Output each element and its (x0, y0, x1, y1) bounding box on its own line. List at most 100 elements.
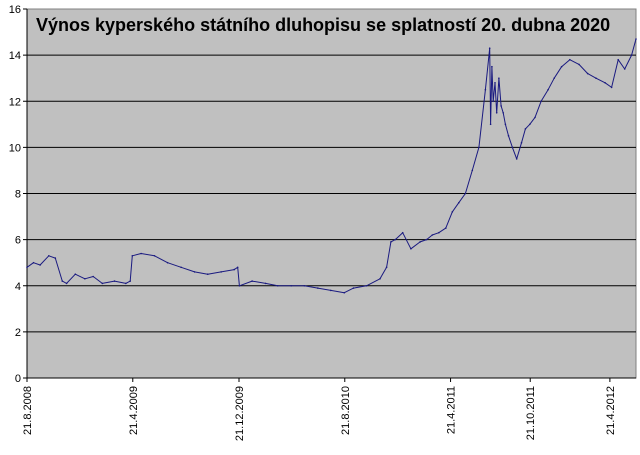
data-point (492, 100, 495, 103)
data-point (489, 123, 492, 126)
data-point (495, 112, 498, 114)
y-tick-label: 16 (9, 4, 21, 16)
data-point (511, 146, 514, 149)
x-tick-label: 21.4.2012 (605, 386, 617, 435)
data-point (610, 86, 613, 89)
x-tick-label: 21.4.2009 (128, 386, 140, 435)
data-point (236, 266, 239, 269)
data-point (251, 280, 253, 282)
data-point (401, 231, 404, 234)
gridlines (27, 54, 636, 333)
data-point (515, 158, 518, 160)
data-point (264, 282, 267, 285)
data-point (438, 231, 440, 234)
data-point (630, 54, 633, 56)
data-point (394, 238, 397, 241)
data-point (317, 287, 319, 289)
data-point (74, 273, 77, 276)
data-point (451, 211, 454, 213)
y-tick-label: 14 (9, 50, 21, 62)
data-point (365, 285, 368, 287)
data-point (507, 135, 510, 137)
data-point (623, 68, 626, 70)
x-tick-label: 21.4.2011 (446, 386, 458, 434)
data-point (180, 266, 182, 269)
data-point (61, 280, 64, 282)
y-tick-label: 8 (15, 189, 21, 201)
y-axis-tick-labels: 0 2 4 6 8 10 12 14 16 (9, 4, 21, 385)
data-point (604, 82, 606, 84)
data-point (84, 278, 86, 280)
data-point (464, 192, 467, 195)
y-tick-label: 6 (15, 235, 21, 247)
data-point (488, 47, 491, 49)
data-point (131, 255, 134, 257)
data-point (385, 266, 388, 269)
data-point (478, 146, 480, 149)
data-point (343, 291, 346, 294)
y-tick-label: 12 (9, 96, 21, 108)
series-layer (26, 38, 637, 294)
data-point (484, 88, 487, 91)
data-point (500, 105, 502, 107)
data-point (233, 268, 235, 271)
data-point (534, 116, 536, 119)
data-point (276, 285, 279, 287)
data-point (32, 261, 35, 264)
data-point (290, 285, 293, 287)
data-point (129, 280, 131, 282)
data-point (410, 248, 412, 250)
data-point (617, 58, 619, 61)
data-point (425, 238, 428, 241)
data-point (238, 285, 241, 287)
data-point (560, 65, 563, 68)
data-point (578, 63, 580, 66)
y-tick-label: 10 (9, 142, 21, 154)
data-point (524, 128, 527, 130)
data-point (569, 58, 571, 61)
data-point (504, 123, 507, 126)
data-point (491, 65, 493, 68)
y-tick-label: 2 (15, 327, 21, 339)
data-point (635, 38, 637, 40)
data-point (379, 278, 381, 280)
axes (23, 8, 636, 382)
data-point (65, 282, 68, 285)
data-point (125, 282, 127, 285)
data-point (303, 285, 306, 287)
chart-title: Výnos kyperského státního dluhopisu se s… (36, 15, 610, 35)
data-point (498, 77, 500, 79)
data-point (390, 241, 392, 243)
data-point (113, 280, 116, 282)
data-point (54, 257, 57, 259)
data-point (26, 266, 28, 269)
data-point (153, 255, 156, 257)
data-point (595, 77, 597, 79)
data-point (502, 112, 505, 114)
y-tick-label: 4 (15, 281, 21, 293)
data-point (101, 282, 104, 285)
data-point (330, 289, 332, 292)
data-point (494, 82, 496, 84)
data-point (553, 77, 555, 79)
data-point (48, 255, 50, 257)
data-point (540, 100, 542, 103)
x-tick-label: 21.8.2008 (22, 386, 34, 435)
x-tick-label: 21.12.2009 (234, 386, 246, 441)
data-point (92, 275, 94, 278)
data-point (352, 287, 355, 289)
y-tick-label: 0 (15, 373, 21, 385)
data-point (166, 261, 169, 264)
data-point (547, 88, 549, 91)
data-point (445, 227, 447, 229)
data-point (529, 123, 531, 126)
data-point (220, 271, 222, 273)
data-point (140, 252, 142, 255)
x-tick-label: 21.8.2010 (340, 386, 352, 435)
data-point (193, 271, 196, 273)
data-point (431, 234, 434, 236)
data-point (586, 72, 589, 75)
data-point (520, 142, 523, 144)
